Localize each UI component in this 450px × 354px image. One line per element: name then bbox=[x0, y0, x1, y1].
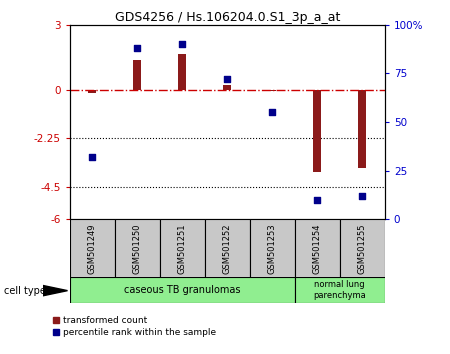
Bar bbox=[295, 277, 385, 303]
Bar bbox=[250, 219, 295, 278]
Point bbox=[314, 197, 321, 203]
Legend: transformed count, percentile rank within the sample: transformed count, percentile rank withi… bbox=[50, 313, 220, 341]
Point bbox=[359, 193, 366, 199]
Bar bbox=[358, 90, 366, 167]
Point bbox=[269, 109, 276, 115]
Text: GSM501251: GSM501251 bbox=[178, 223, 187, 274]
Bar bbox=[268, 90, 276, 91]
Text: GSM501253: GSM501253 bbox=[268, 223, 277, 274]
Bar bbox=[133, 61, 141, 90]
Bar bbox=[160, 219, 205, 278]
Bar bbox=[340, 219, 385, 278]
Bar bbox=[205, 219, 250, 278]
Text: normal lung
parenchyma: normal lung parenchyma bbox=[313, 280, 366, 299]
Text: GSM501254: GSM501254 bbox=[313, 223, 322, 274]
Bar bbox=[115, 219, 160, 278]
Point bbox=[224, 76, 231, 82]
Bar bbox=[70, 277, 295, 303]
Bar bbox=[313, 90, 321, 172]
Bar bbox=[178, 54, 186, 90]
Point bbox=[179, 41, 186, 47]
Text: GSM501249: GSM501249 bbox=[88, 223, 97, 274]
Polygon shape bbox=[43, 285, 68, 296]
Text: GSM501252: GSM501252 bbox=[223, 223, 232, 274]
Bar bbox=[295, 219, 340, 278]
Bar bbox=[223, 85, 231, 90]
Text: GSM501255: GSM501255 bbox=[358, 223, 367, 274]
Point bbox=[89, 154, 96, 160]
Point bbox=[134, 45, 141, 51]
Text: caseous TB granulomas: caseous TB granulomas bbox=[124, 285, 240, 295]
Title: GDS4256 / Hs.106204.0.S1_3p_a_at: GDS4256 / Hs.106204.0.S1_3p_a_at bbox=[115, 11, 340, 24]
Bar bbox=[70, 219, 115, 278]
Text: cell type: cell type bbox=[4, 286, 46, 296]
Bar bbox=[88, 90, 96, 93]
Text: GSM501250: GSM501250 bbox=[133, 223, 142, 274]
